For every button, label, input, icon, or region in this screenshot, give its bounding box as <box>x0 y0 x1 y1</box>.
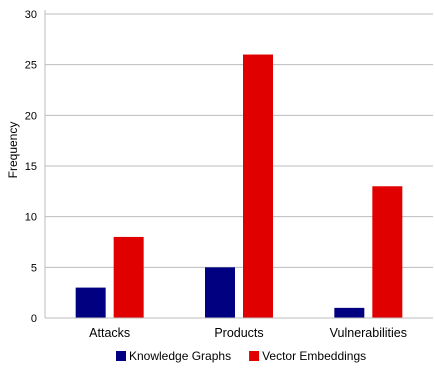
bar-knowledge-graphs-products <box>205 267 235 318</box>
legend-swatch <box>249 351 260 361</box>
legend: Knowledge Graphs Vector Embeddings <box>116 349 366 363</box>
bar-vector-embeddings-vulnerabilities <box>372 186 403 318</box>
y-tick-label: 15 <box>25 161 37 173</box>
bars <box>75 54 403 319</box>
legend-label: Vector Embeddings <box>262 349 366 363</box>
y-tick-label: 20 <box>25 110 37 122</box>
bar-knowledge-graphs-vulnerabilities <box>334 307 365 318</box>
y-axis-label: Frequency <box>6 122 20 179</box>
x-tick-label: Products <box>214 326 263 340</box>
legend-swatch <box>116 351 126 361</box>
x-tick-label: Attacks <box>89 326 130 340</box>
legend-label: Knowledge Graphs <box>129 349 231 363</box>
bar-knowledge-graphs-attacks <box>75 287 106 318</box>
y-tick-label: 10 <box>25 212 37 224</box>
y-tick-label: 5 <box>31 262 37 274</box>
y-tick-label: 25 <box>25 60 37 72</box>
y-tick-label: 30 <box>25 9 37 21</box>
x-tick-label: Vulnerabilities <box>330 326 407 340</box>
axes <box>44 10 433 319</box>
bar-vector-embeddings-products <box>243 54 273 319</box>
gridlines <box>45 13 433 268</box>
x-tick-labels: Attacks Products Vulnerabilities <box>89 326 407 340</box>
y-tick-labels: 0 5 10 15 20 25 30 <box>25 9 37 325</box>
bar-vector-embeddings-attacks <box>113 236 144 318</box>
y-tick-label: 0 <box>31 313 37 325</box>
